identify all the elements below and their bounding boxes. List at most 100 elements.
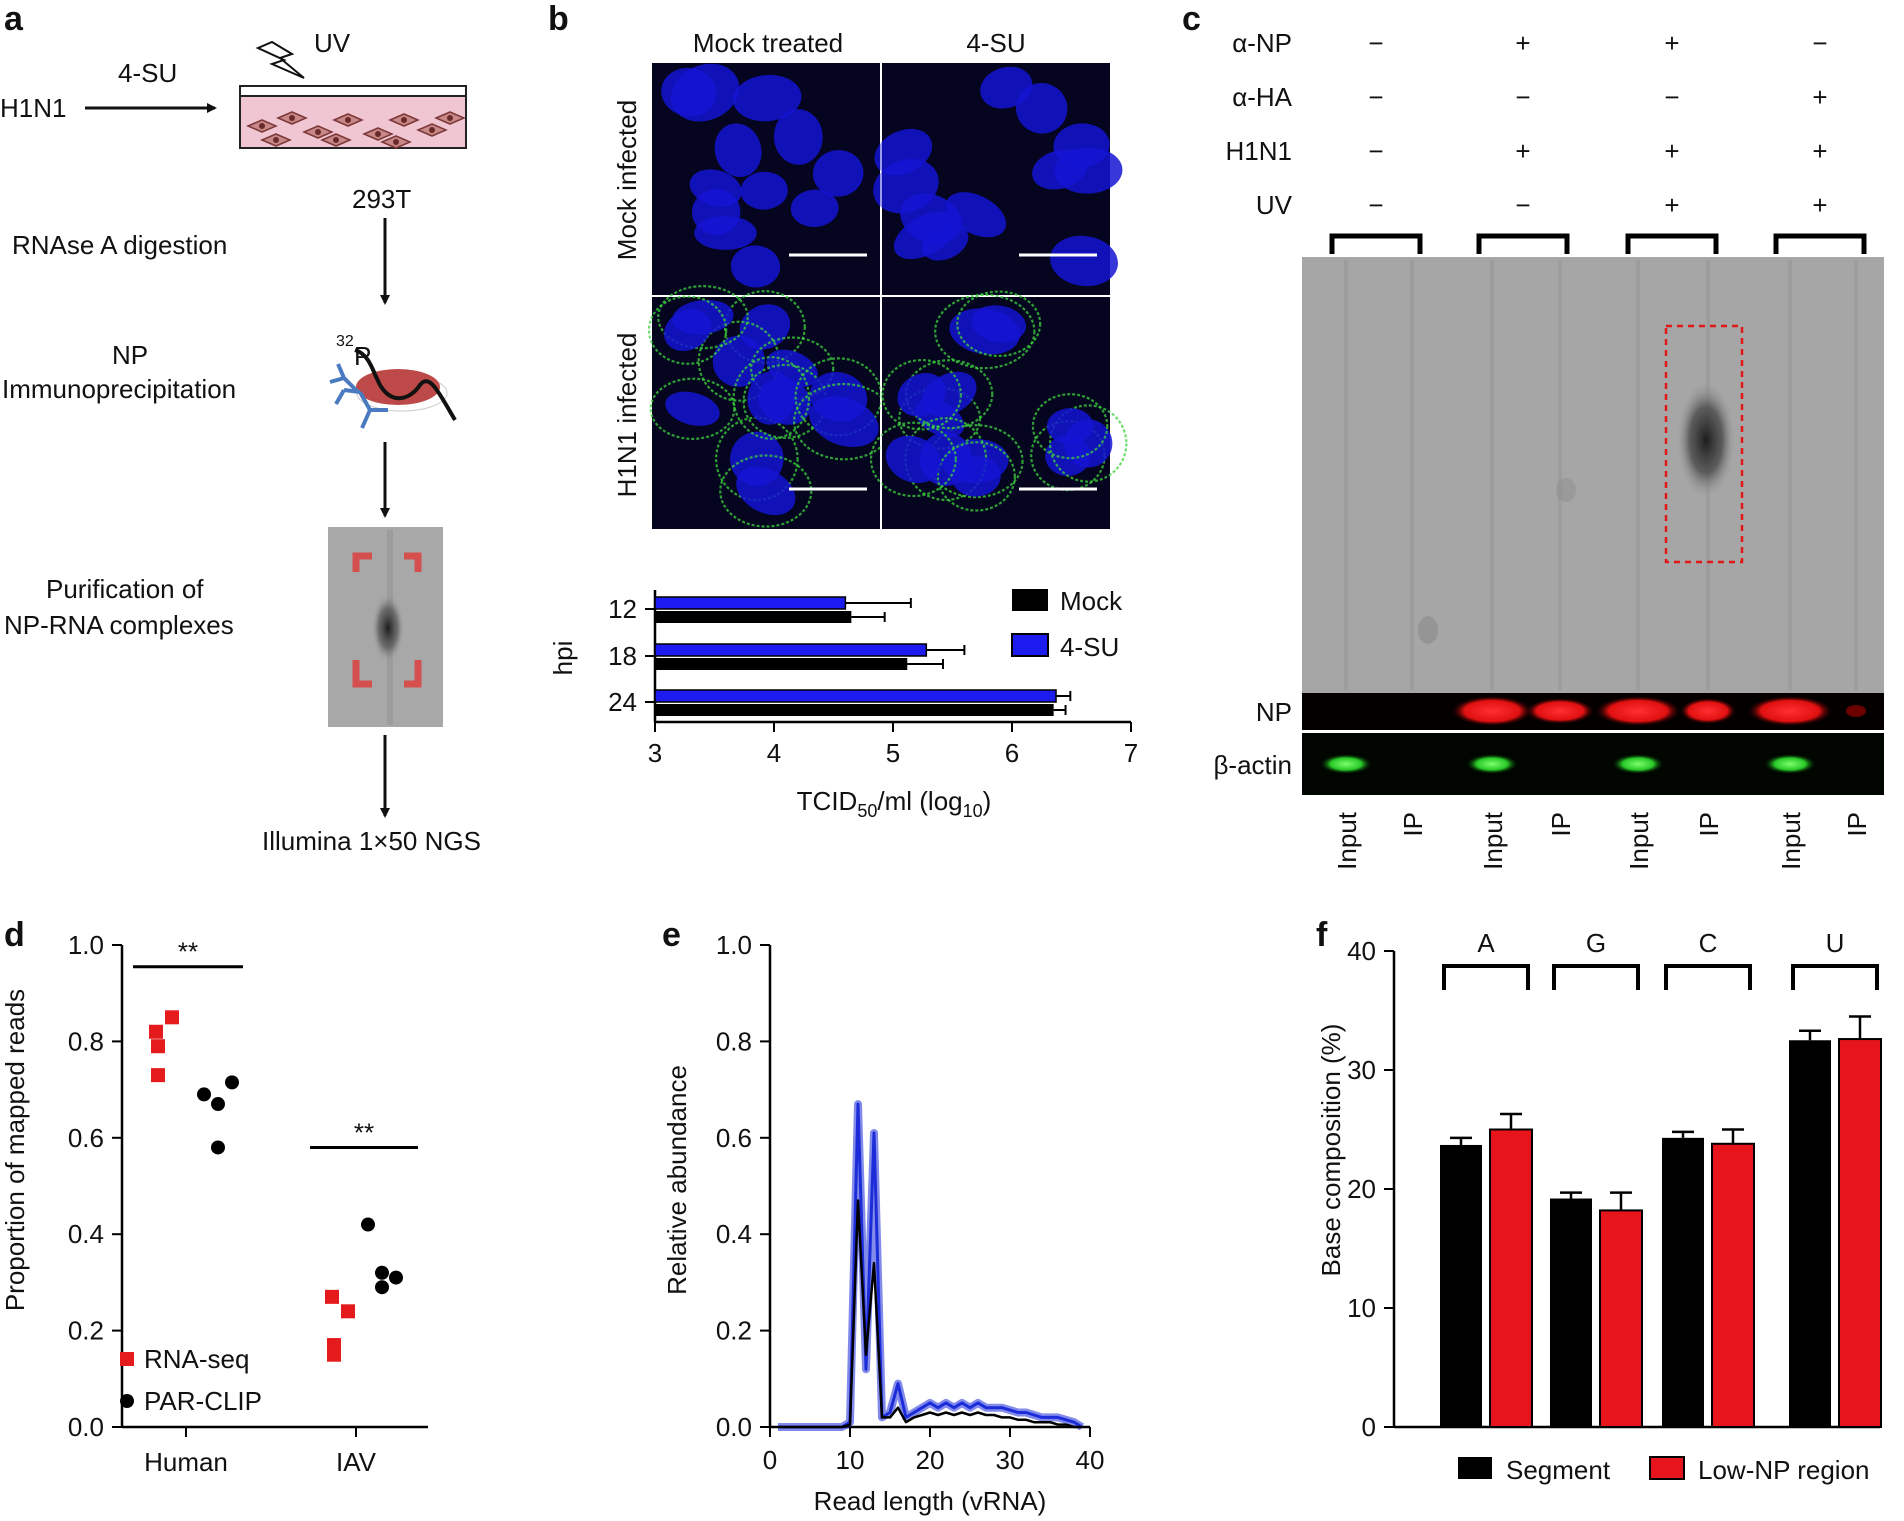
- chart-e-x-tick-label: 40: [1076, 1445, 1105, 1475]
- faint-spot: [1556, 478, 1576, 502]
- panel-letter-d: d: [4, 916, 25, 954]
- nucleus: [1050, 235, 1118, 287]
- condition-value: +: [1812, 190, 1827, 220]
- legend-swatch-4su: [1011, 633, 1049, 657]
- legend-label-segment: Segment: [1506, 1455, 1611, 1485]
- chart-b-category-label: 24: [608, 687, 637, 717]
- row-label-mock-infected: Mock infected: [612, 100, 642, 260]
- nucleus: [730, 245, 781, 288]
- condition-label: UV: [1256, 190, 1293, 220]
- point-par-clip: [375, 1280, 389, 1295]
- lightning-icon: [255, 40, 305, 79]
- nucleus: [922, 224, 969, 261]
- chart-e-y-tick-label: 0.2: [716, 1316, 752, 1346]
- panel-letter-c: c: [1182, 0, 1201, 38]
- cell-nucleus: [273, 137, 279, 143]
- isotope-element: P: [354, 341, 371, 371]
- legend-marker-par-clip: [120, 1394, 134, 1408]
- bar-segment: [1789, 1040, 1831, 1427]
- bar-mock: [655, 611, 852, 623]
- point-par-clip: [375, 1265, 389, 1280]
- bar-segment: [1662, 1137, 1704, 1427]
- membrane-stain: [869, 421, 957, 498]
- panel-letter-b: b: [548, 0, 569, 38]
- point-par-clip: [389, 1270, 403, 1285]
- lane-label: IP: [1842, 812, 1872, 837]
- membrane-stain: [657, 285, 749, 350]
- lane-bracket: [1476, 233, 1570, 254]
- actin-band: [1612, 754, 1664, 774]
- condition-label: α-HA: [1232, 82, 1292, 112]
- lane-label: Input: [1332, 811, 1362, 870]
- cell-nucleus: [333, 137, 339, 143]
- cell-nucleus: [375, 131, 381, 137]
- condition-value: +: [1515, 136, 1530, 166]
- condition-value: −: [1368, 136, 1383, 166]
- chart-f-legend: Segment Low-NP region: [1458, 1455, 1870, 1485]
- chart-e-y-tick-label: 0.6: [716, 1123, 752, 1153]
- actin-band: [1320, 754, 1372, 774]
- nucleus: [873, 158, 939, 214]
- legend-swatch-segment: [1458, 1457, 1492, 1479]
- chart-b-x-tick-label: 4: [767, 738, 781, 768]
- microscopy-grid: [647, 63, 1128, 529]
- bar-segment: [1440, 1144, 1482, 1427]
- lane-bracket: [1329, 233, 1423, 254]
- np-band-faint: [1846, 705, 1866, 717]
- panel-letter-f: f: [1316, 916, 1328, 954]
- point-rna-seq: [149, 1024, 163, 1039]
- step-purify-line2: NP-RNA complexes: [4, 610, 234, 640]
- np-band: [1452, 696, 1532, 726]
- point-par-clip: [197, 1087, 211, 1102]
- condition-value: −: [1368, 82, 1383, 112]
- bar-low-np: [1599, 1209, 1643, 1429]
- chart-b-legend: Mock 4-SU: [1011, 586, 1123, 662]
- panel-c-blot: NP β-actin α-NP − + + − α-HA − − − + H1N1 − + + + UV − − +…: [1213, 28, 1884, 870]
- group-label: A: [1477, 928, 1495, 958]
- group-label: G: [1586, 928, 1606, 958]
- panel-letter-e: e: [662, 916, 681, 954]
- chart-f-y-tick-label: 30: [1347, 1055, 1376, 1085]
- chart-e-x-tick-label: 20: [916, 1445, 945, 1475]
- np-band: [1748, 696, 1832, 726]
- condition-value: +: [1515, 28, 1530, 58]
- np-band: [1596, 696, 1680, 726]
- point-rna-seq: [151, 1039, 165, 1054]
- nucleus: [790, 189, 839, 228]
- blot-label-actin: β-actin: [1213, 750, 1292, 780]
- panel-d-scatter: Proportion of mapped reads 0.0 0.2 0.4 0.6 0…: [0, 930, 428, 1477]
- chart-d-y-tick-label: 0.6: [68, 1123, 104, 1153]
- np-band: [1680, 698, 1736, 724]
- condition-value: +: [1664, 136, 1679, 166]
- legend-label-low-np: Low-NP region: [1698, 1455, 1870, 1485]
- condition-value: −: [1515, 82, 1530, 112]
- membrane-stain: [956, 290, 1042, 358]
- nucleus: [951, 456, 1001, 497]
- step-purify-line1: Purification of: [46, 574, 204, 604]
- condition-value: +: [1664, 28, 1679, 58]
- condition-value: −: [1664, 82, 1679, 112]
- step-np-line2: Immunoprecipitation: [2, 374, 236, 404]
- chart-b-x-tick-label: 6: [1005, 738, 1019, 768]
- lane-label: Input: [1624, 811, 1654, 870]
- nucleus: [773, 109, 823, 165]
- series-line-upper-band: [778, 1100, 1085, 1431]
- nucleus: [1046, 408, 1094, 445]
- panel-b-microscopy: Mock treated 4-SU Mock infected H1N1 inf…: [612, 28, 1128, 529]
- chart-d-y-tick-label: 1.0: [68, 930, 104, 960]
- chart-b-ylabel: hpi: [548, 641, 578, 676]
- chart-b-category-label: 18: [608, 641, 637, 671]
- chart-b-xlabel-main: TCID: [797, 786, 858, 816]
- nucleus: [689, 169, 742, 207]
- chart-f-y-tick-label: 10: [1347, 1293, 1376, 1323]
- lane-label: IP: [1694, 812, 1724, 837]
- legend-label-par-clip: PAR-CLIP: [144, 1386, 262, 1416]
- isotope-mass: 32: [336, 333, 354, 350]
- panel-a-workflow: H1N1 4-SU UV 293T RNAse A digestion NP I…: [0, 28, 481, 856]
- condition-value: +: [1664, 190, 1679, 220]
- cell-nucleus: [315, 129, 321, 135]
- panel-letter-a: a: [4, 0, 24, 38]
- group-bracket: [1442, 964, 1530, 990]
- point-par-clip: [361, 1217, 375, 1232]
- point-rna-seq: [325, 1289, 339, 1304]
